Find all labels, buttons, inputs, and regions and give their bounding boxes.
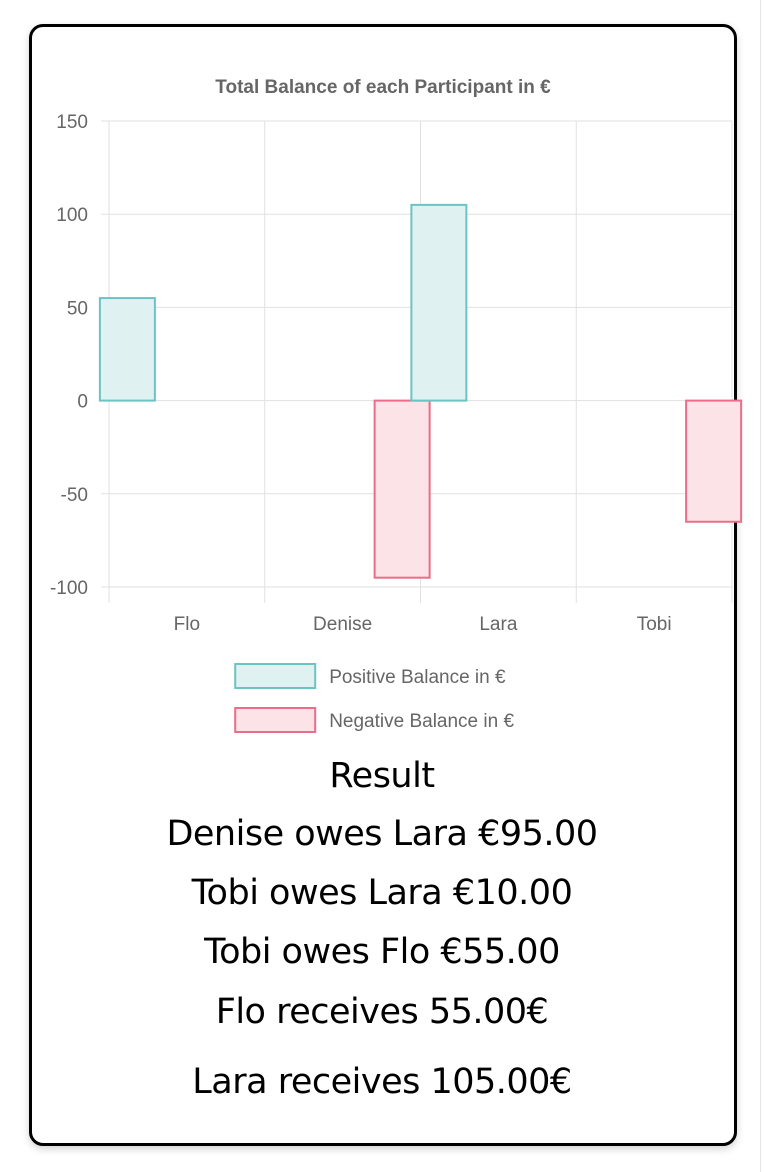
x-tick-label: Tobi xyxy=(637,614,672,635)
bar xyxy=(685,399,743,523)
legend-label: Negative Balance in € xyxy=(329,711,514,732)
bar xyxy=(98,297,156,402)
result-heading: Result xyxy=(329,756,435,796)
result-line: Flo receives 55.00€ xyxy=(215,992,549,1032)
page-edge-divider xyxy=(760,0,761,1172)
balance-chart: Total Balance of each Participant in € 1… xyxy=(50,77,743,733)
bar xyxy=(410,203,468,402)
y-tick-label: -50 xyxy=(61,485,88,506)
y-tick-label: 0 xyxy=(77,392,88,413)
result-line: Tobi owes Flo €55.00 xyxy=(204,932,560,972)
legend-swatch xyxy=(234,707,317,733)
legend: Positive Balance in € Negative Balance in… xyxy=(234,663,514,733)
grid-layer: 150 100 50 0 -50 -100 Flo Denise Lara Tobi xyxy=(50,112,733,635)
y-tick-label: 150 xyxy=(56,112,88,133)
bar-layer xyxy=(98,203,743,579)
y-tick-label: 50 xyxy=(67,298,88,319)
bar xyxy=(373,399,431,579)
legend-label: Positive Balance in € xyxy=(329,667,506,688)
result-line: Denise owes Lara €95.00 xyxy=(166,814,598,854)
y-tick-label: 100 xyxy=(56,205,88,226)
chart-title: Total Balance of each Participant in € xyxy=(215,77,551,98)
result-line: Lara receives 105.00€ xyxy=(192,1062,572,1102)
x-tick-label: Denise xyxy=(313,614,372,635)
balance-card xyxy=(29,24,737,1146)
result-line: Tobi owes Lara €10.00 xyxy=(191,873,573,913)
legend-swatch xyxy=(234,663,317,689)
y-tick-label: -100 xyxy=(50,578,88,599)
x-tick-label: Lara xyxy=(479,614,517,635)
x-tick-label: Flo xyxy=(174,614,200,635)
